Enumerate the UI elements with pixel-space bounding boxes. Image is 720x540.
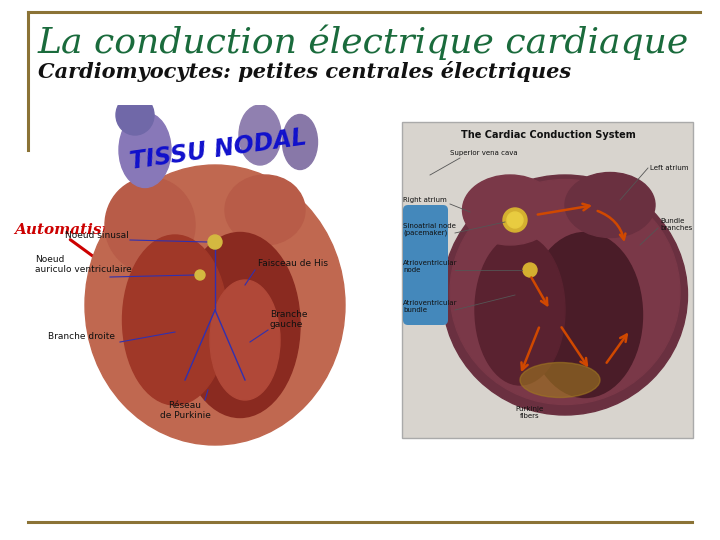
Ellipse shape	[180, 233, 300, 417]
FancyBboxPatch shape	[402, 122, 693, 438]
Text: Superior vena cava: Superior vena cava	[450, 150, 518, 156]
Ellipse shape	[462, 175, 557, 245]
Circle shape	[507, 212, 523, 228]
Ellipse shape	[105, 178, 195, 273]
FancyBboxPatch shape	[403, 205, 448, 325]
Text: Noeud sinusal: Noeud sinusal	[65, 231, 129, 240]
Text: Branche
gauche: Branche gauche	[270, 309, 307, 329]
Circle shape	[195, 270, 205, 280]
Ellipse shape	[225, 175, 305, 245]
Ellipse shape	[116, 95, 154, 135]
Text: Faisceau de His: Faisceau de His	[258, 259, 328, 268]
Text: Purkinje
fibers: Purkinje fibers	[516, 406, 544, 419]
Text: La conduction électrique cardiaque: La conduction électrique cardiaque	[38, 24, 689, 60]
Ellipse shape	[450, 179, 680, 404]
Text: Bundle
branches: Bundle branches	[660, 218, 692, 231]
Ellipse shape	[520, 362, 600, 397]
Text: Automatisme: Automatisme	[14, 223, 127, 237]
Ellipse shape	[443, 175, 688, 415]
Ellipse shape	[122, 235, 228, 405]
Ellipse shape	[475, 235, 565, 385]
Text: Atrioventricular
bundle: Atrioventricular bundle	[403, 300, 457, 313]
Ellipse shape	[282, 114, 318, 170]
Ellipse shape	[85, 165, 345, 445]
Text: Left atrium: Left atrium	[650, 165, 688, 171]
Circle shape	[208, 235, 222, 249]
Text: Réseau
de Purkinie: Réseau de Purkinie	[160, 401, 210, 420]
Ellipse shape	[565, 172, 655, 238]
Text: TISSU NODAL: TISSU NODAL	[128, 126, 308, 174]
Text: Right atrium: Right atrium	[403, 197, 446, 203]
Text: Sinoatrial node
(pacemaker): Sinoatrial node (pacemaker)	[403, 223, 456, 237]
Circle shape	[523, 263, 537, 277]
Ellipse shape	[210, 280, 280, 400]
Ellipse shape	[239, 105, 281, 165]
Text: Branche droite: Branche droite	[48, 332, 115, 341]
Text: Noeud
auriculo ventriculaire: Noeud auriculo ventriculaire	[35, 254, 132, 274]
Text: Atrioventricular
node: Atrioventricular node	[403, 260, 457, 273]
Text: The Cardiac Conduction System: The Cardiac Conduction System	[461, 130, 635, 140]
Text: Cardiomyocytes: petites centrales électriques: Cardiomyocytes: petites centrales électr…	[38, 62, 571, 83]
Circle shape	[503, 208, 527, 232]
Ellipse shape	[528, 233, 642, 397]
Ellipse shape	[119, 112, 171, 187]
